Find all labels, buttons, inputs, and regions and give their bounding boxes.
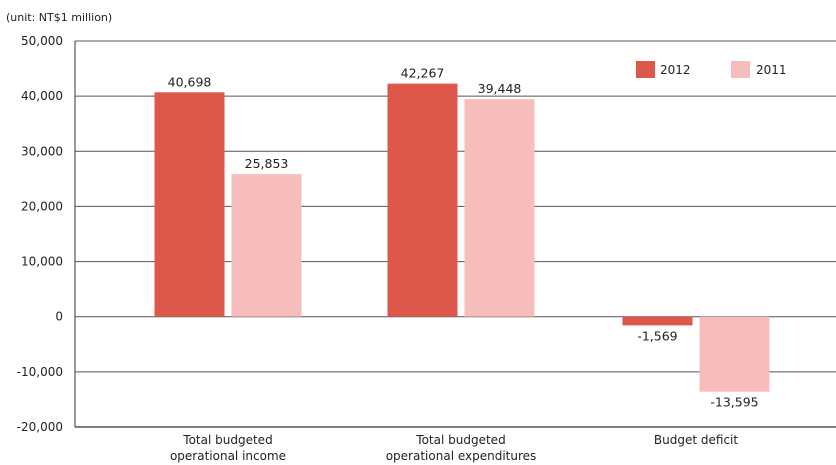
- y-tick-label: 50,000: [21, 34, 63, 48]
- y-tick-label: 0: [55, 310, 63, 324]
- y-tick-label: 30,000: [21, 144, 63, 158]
- data-label: -13,595: [710, 395, 758, 410]
- bar-2011-2: [699, 316, 770, 392]
- legend-swatch-2011: [731, 61, 750, 78]
- unit-note: (unit: NT$1 million): [6, 11, 112, 24]
- bar-2011-1: [464, 99, 535, 317]
- data-label: 40,698: [168, 74, 212, 89]
- axes: 50,000 40,000 30,000 20,000 10,000 0 -10,000 -2…: [17, 34, 739, 463]
- x-category-label: Budget deficit: [654, 433, 738, 447]
- y-tick-label: 10,000: [21, 255, 63, 269]
- data-label: 42,267: [401, 66, 445, 81]
- legend-swatch-2012: [636, 61, 655, 78]
- bar-2012-2: [622, 316, 693, 326]
- y-tick-label: 20,000: [21, 199, 63, 213]
- y-tick-label: -20,000: [17, 420, 63, 434]
- data-label: 39,448: [478, 81, 522, 96]
- y-tick-label: -10,000: [17, 365, 63, 379]
- legend: 2012 2011: [636, 61, 787, 78]
- data-label: 25,853: [245, 156, 289, 171]
- bar-2012-1: [387, 83, 458, 317]
- x-category-label: Total budgeted operational income: [170, 433, 286, 463]
- data-labels: 40,698 42,267 -1,569 25,853 39,448 -13,595: [168, 66, 759, 410]
- y-tick-label: 40,000: [21, 89, 63, 103]
- x-category-label: Total budgeted operational expenditures: [386, 433, 537, 463]
- data-label: -1,569: [637, 328, 677, 343]
- legend-label-2011: 2011: [756, 63, 787, 77]
- bar-2011-0: [231, 174, 302, 317]
- bars: [154, 83, 770, 392]
- legend-label-2012: 2012: [660, 63, 691, 77]
- bar-2012-0: [154, 92, 225, 317]
